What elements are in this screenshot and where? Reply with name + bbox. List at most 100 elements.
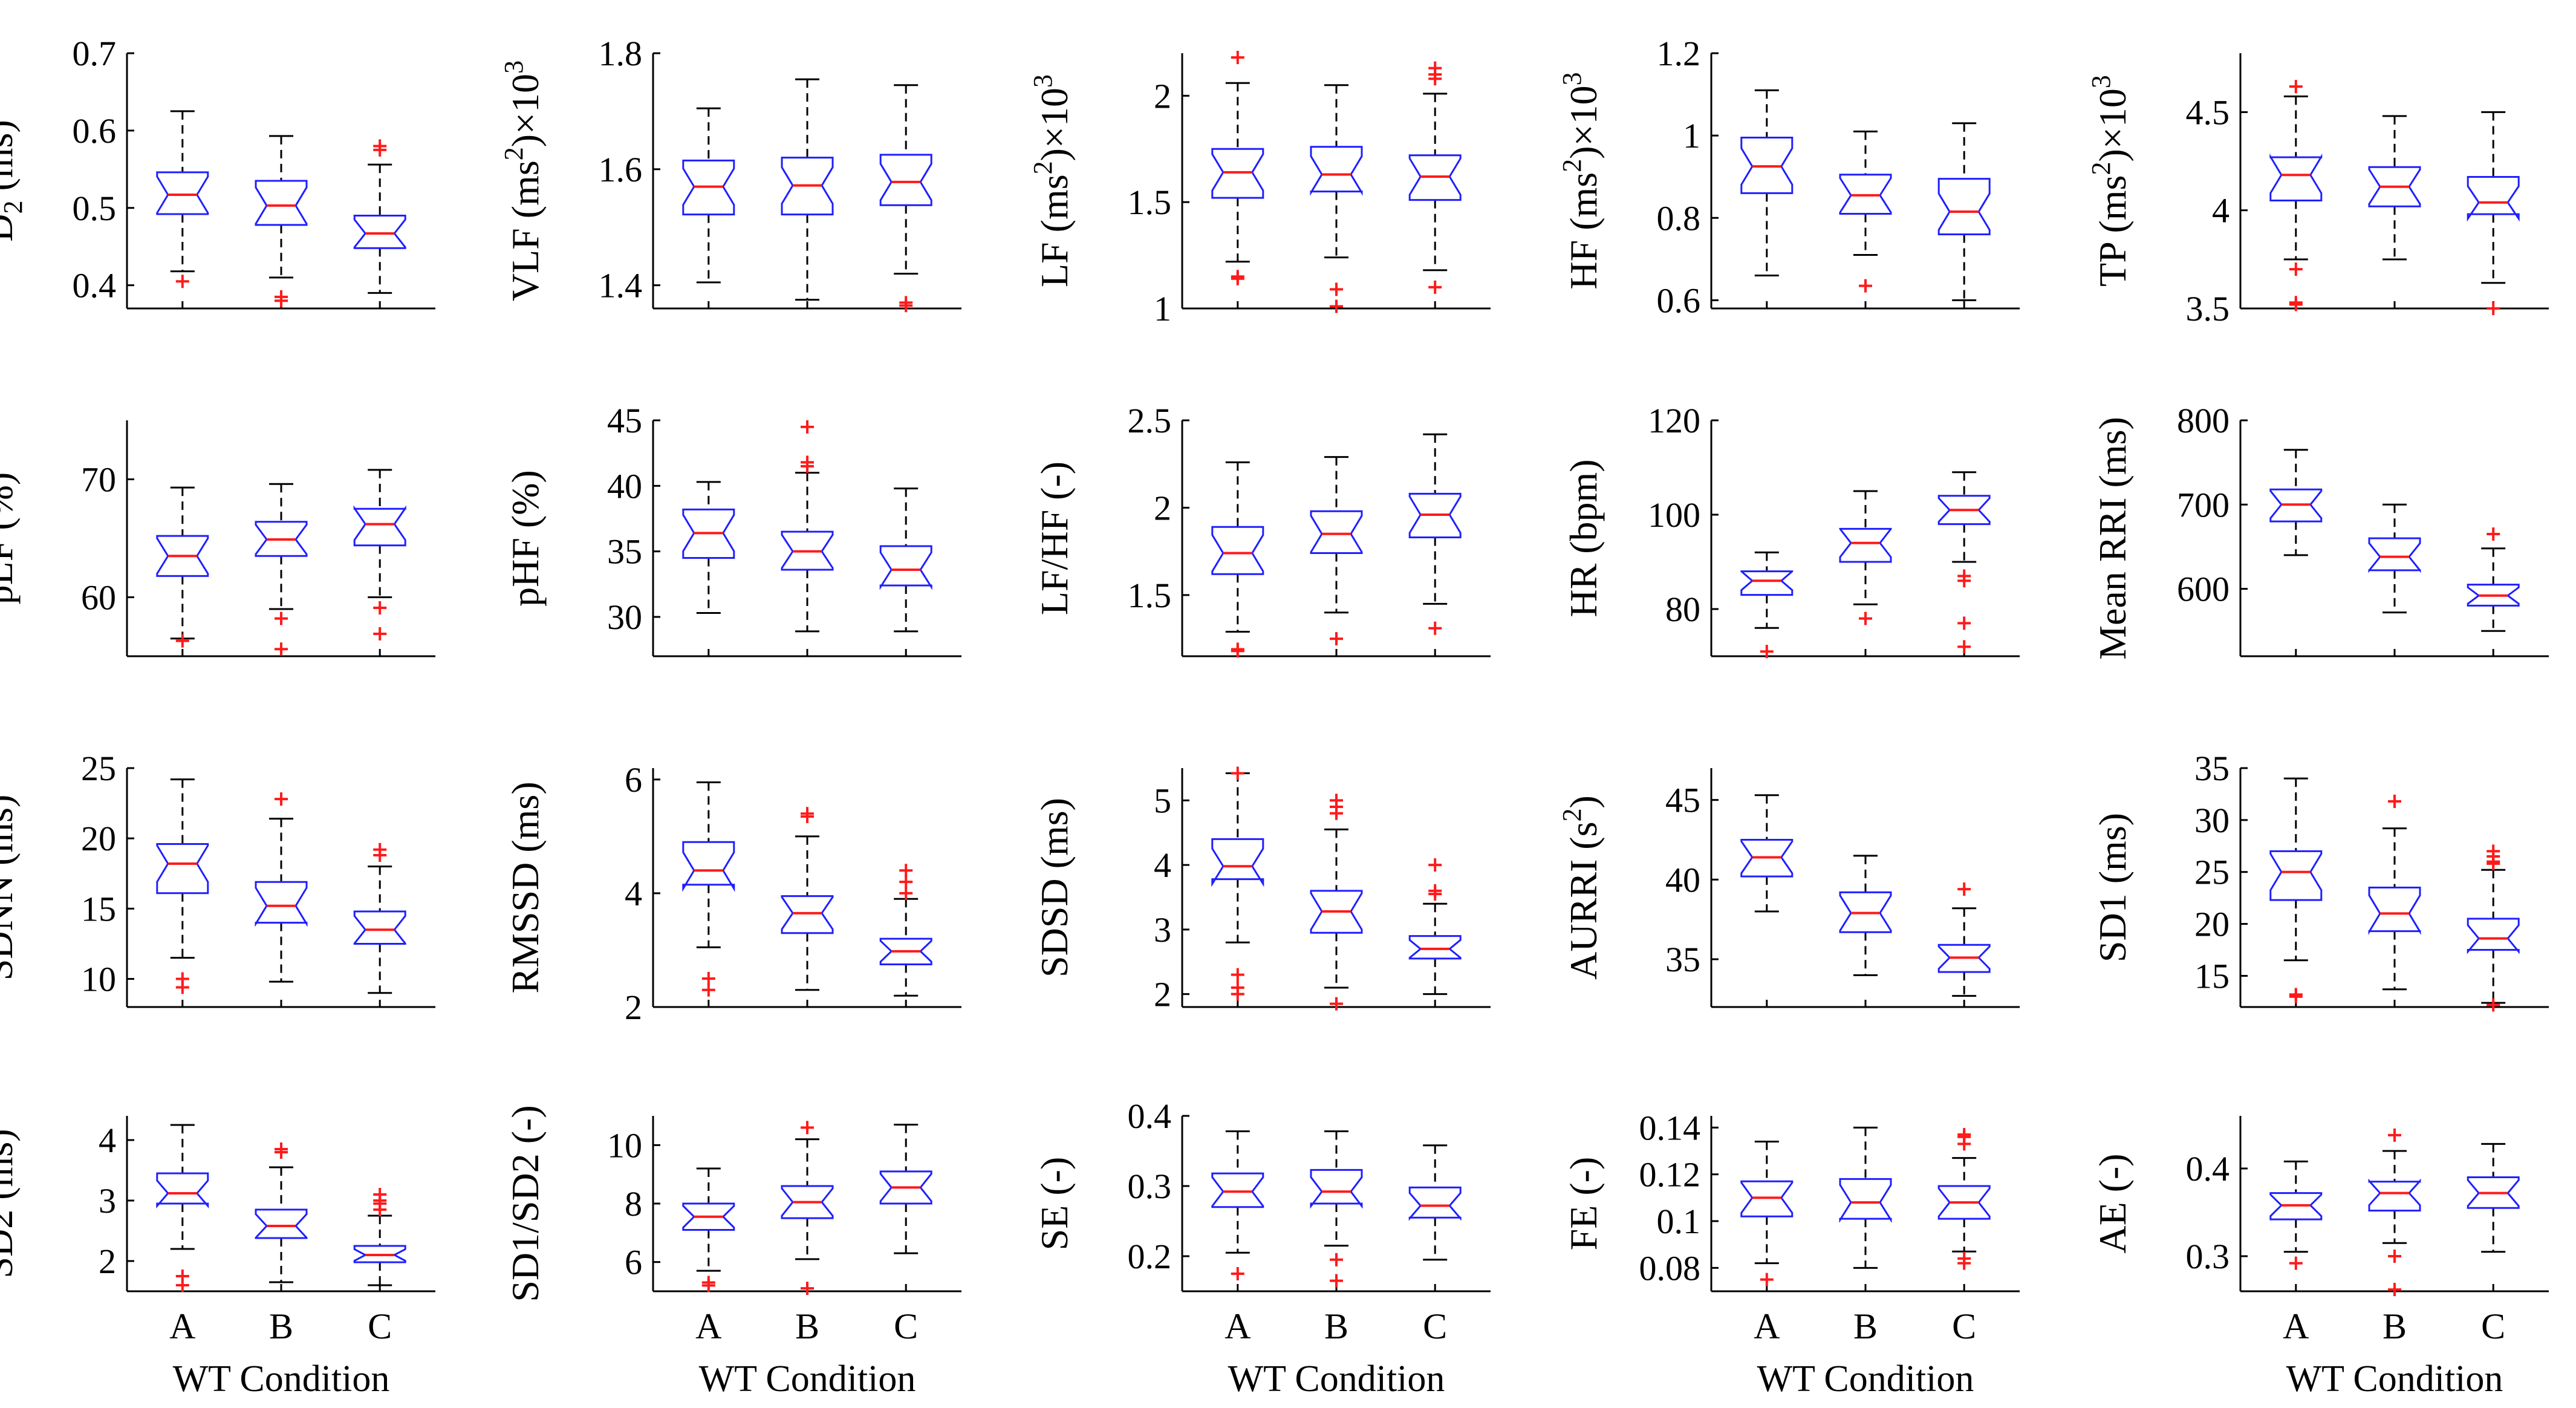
outlier-marker xyxy=(175,980,189,994)
outlier-marker xyxy=(373,1203,387,1216)
y-tick-label: 1 xyxy=(1154,289,1171,328)
box-A xyxy=(682,107,735,284)
outlier-marker xyxy=(1231,272,1244,285)
y-tick-label: 1.6 xyxy=(599,150,643,189)
box-B xyxy=(2368,503,2421,614)
y-tick-label: 15 xyxy=(2194,956,2230,996)
y-axis-label: SD1 (ms) xyxy=(2091,813,2134,962)
outlier-marker xyxy=(801,809,814,823)
outlier-marker xyxy=(275,642,288,656)
box-B xyxy=(255,1142,308,1283)
box-body xyxy=(2269,850,2323,901)
y-tick-label: 800 xyxy=(2177,401,2230,440)
y-axis-label: RMSSD (ms) xyxy=(504,781,547,993)
box-B xyxy=(1310,456,1363,646)
y-tick-label: 20 xyxy=(81,819,116,858)
box-body xyxy=(2467,1176,2520,1209)
x-tick-label: A xyxy=(169,1306,195,1346)
y-tick-label: 60 xyxy=(81,578,116,618)
box-body xyxy=(156,535,209,577)
y-tick-label: 1.8 xyxy=(599,34,643,73)
box-A xyxy=(682,781,735,997)
box-A xyxy=(1211,51,1264,285)
y-tick-label: 0.1 xyxy=(1657,1202,1701,1241)
y-tick-label: 1.2 xyxy=(1657,34,1701,73)
panel-15: 15 20 25 30 35 SD1 (ms) xyxy=(2091,749,2549,1012)
box-B xyxy=(2368,1128,2421,1297)
outlier-marker xyxy=(175,1279,189,1292)
y-label-part: pHF (%) xyxy=(504,470,547,607)
box-body xyxy=(879,545,932,590)
box-body xyxy=(2269,488,2323,523)
x-tick-label: B xyxy=(795,1306,819,1346)
box-A xyxy=(1740,89,1794,277)
box-C xyxy=(1408,1144,1462,1261)
box-B xyxy=(781,78,834,301)
y-tick-label: 2 xyxy=(625,988,642,1027)
box-A xyxy=(1211,766,1264,1001)
outlier-marker xyxy=(1957,1256,1971,1270)
outlier-marker xyxy=(175,634,189,648)
x-axis-title: WT Condition xyxy=(1228,1358,1445,1400)
box-body xyxy=(1408,492,1462,539)
box-C xyxy=(1937,471,1991,654)
box-body xyxy=(2467,584,2520,607)
box-A xyxy=(682,481,735,614)
box-A xyxy=(682,1167,735,1292)
outlier-marker xyxy=(2487,857,2500,870)
box-body xyxy=(1408,1186,1462,1221)
outlier-marker xyxy=(1957,640,1971,654)
box-body xyxy=(682,841,735,892)
box-A xyxy=(2269,777,2323,1003)
box-body xyxy=(2368,887,2421,935)
box-body xyxy=(1310,510,1363,555)
outlier-marker xyxy=(899,875,913,889)
box-body xyxy=(1211,148,1264,199)
box-body xyxy=(1211,1172,1264,1208)
y-label-part: SE (-) xyxy=(1033,1157,1076,1251)
box-B xyxy=(781,420,834,633)
outlier-marker xyxy=(2388,1250,2401,1263)
box-B xyxy=(255,135,308,308)
y-tick-label: 35 xyxy=(1665,940,1700,979)
y-label-part: HR (bpm) xyxy=(1562,459,1605,617)
outlier-marker xyxy=(1957,1137,1971,1151)
box-C xyxy=(1937,1127,1991,1270)
y-tick-label: 0.3 xyxy=(1128,1167,1172,1206)
box-body xyxy=(2467,917,2520,954)
y-label-part: Mean RRI (ms) xyxy=(2091,417,2134,660)
panel-7: 30 35 40 45 pHF (%) xyxy=(504,401,961,657)
y-tick-label: 4 xyxy=(1154,846,1171,885)
outlier-marker xyxy=(801,420,814,434)
y-tick-label: 6 xyxy=(625,1243,642,1282)
y-tick-label: 1.5 xyxy=(1128,183,1172,222)
box-body xyxy=(1211,838,1264,887)
outlier-marker xyxy=(1859,279,1872,293)
y-label-part: 2 xyxy=(0,201,28,214)
y-tick-label: 4 xyxy=(625,874,642,913)
x-tick-label: C xyxy=(1952,1306,1976,1346)
x-tick-label: A xyxy=(695,1306,721,1346)
y-axis-label: LF/HF (-) xyxy=(1033,461,1076,615)
box-body xyxy=(682,508,735,559)
y-tick-label: 0.3 xyxy=(2186,1237,2230,1276)
y-tick-label: 2 xyxy=(1154,76,1171,116)
y-label-part: LF/HF (-) xyxy=(1033,461,1076,615)
box-body xyxy=(1937,1185,1991,1220)
box-body xyxy=(879,937,932,965)
box-body xyxy=(1740,137,1794,194)
y-axis-label: Mean RRI (ms) xyxy=(2091,417,2134,660)
box-body xyxy=(353,505,406,547)
y-label-part: 2 xyxy=(1557,159,1587,172)
box-B xyxy=(781,807,834,991)
panel-13: 2 3 4 5 SDSD (ms) xyxy=(1033,766,1491,1014)
box-C xyxy=(353,1188,406,1286)
y-tick-label: 0.5 xyxy=(73,189,117,228)
x-axis-title: WT Condition xyxy=(699,1358,916,1400)
y-axis-label: SD1/SD2 (-) xyxy=(504,1105,547,1302)
x-axis-title: WT Condition xyxy=(1757,1358,1974,1400)
y-label-part: LF (ms xyxy=(1033,174,1076,287)
panel-6: 60 70 pLF (%) xyxy=(0,420,435,657)
outlier-marker xyxy=(2388,1283,2401,1297)
